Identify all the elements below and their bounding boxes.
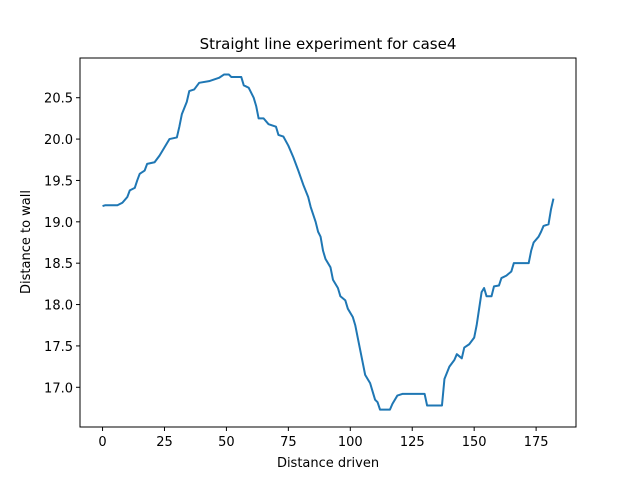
x-axis-label: Distance driven [277, 456, 379, 471]
plot-frame [79, 57, 577, 428]
x-tick-label: 25 [156, 435, 173, 450]
x-tick-label: 50 [218, 435, 235, 450]
y-axis-label: Distance to wall [19, 190, 34, 294]
x-tick-label: 150 [462, 435, 487, 450]
y-tick-label: 20.5 [44, 92, 73, 107]
data-line [102, 73, 555, 411]
y-tick-label: 17.5 [44, 340, 73, 355]
y-tick-label: 19.0 [44, 216, 73, 231]
x-tick-label: 175 [524, 435, 549, 450]
y-tick-label: 18.5 [44, 257, 73, 272]
chart-title: Straight line experiment for case4 [200, 35, 457, 53]
y-tick-label: 18.0 [44, 299, 73, 314]
y-tick-label: 17.0 [44, 381, 73, 396]
y-tick-label: 20.0 [44, 133, 73, 148]
x-tick-label: 75 [280, 435, 297, 450]
y-tick-label: 19.5 [44, 174, 73, 189]
x-tick-label: 125 [400, 435, 425, 450]
x-tick-label: 100 [338, 435, 363, 450]
x-tick-label: 0 [98, 435, 106, 450]
